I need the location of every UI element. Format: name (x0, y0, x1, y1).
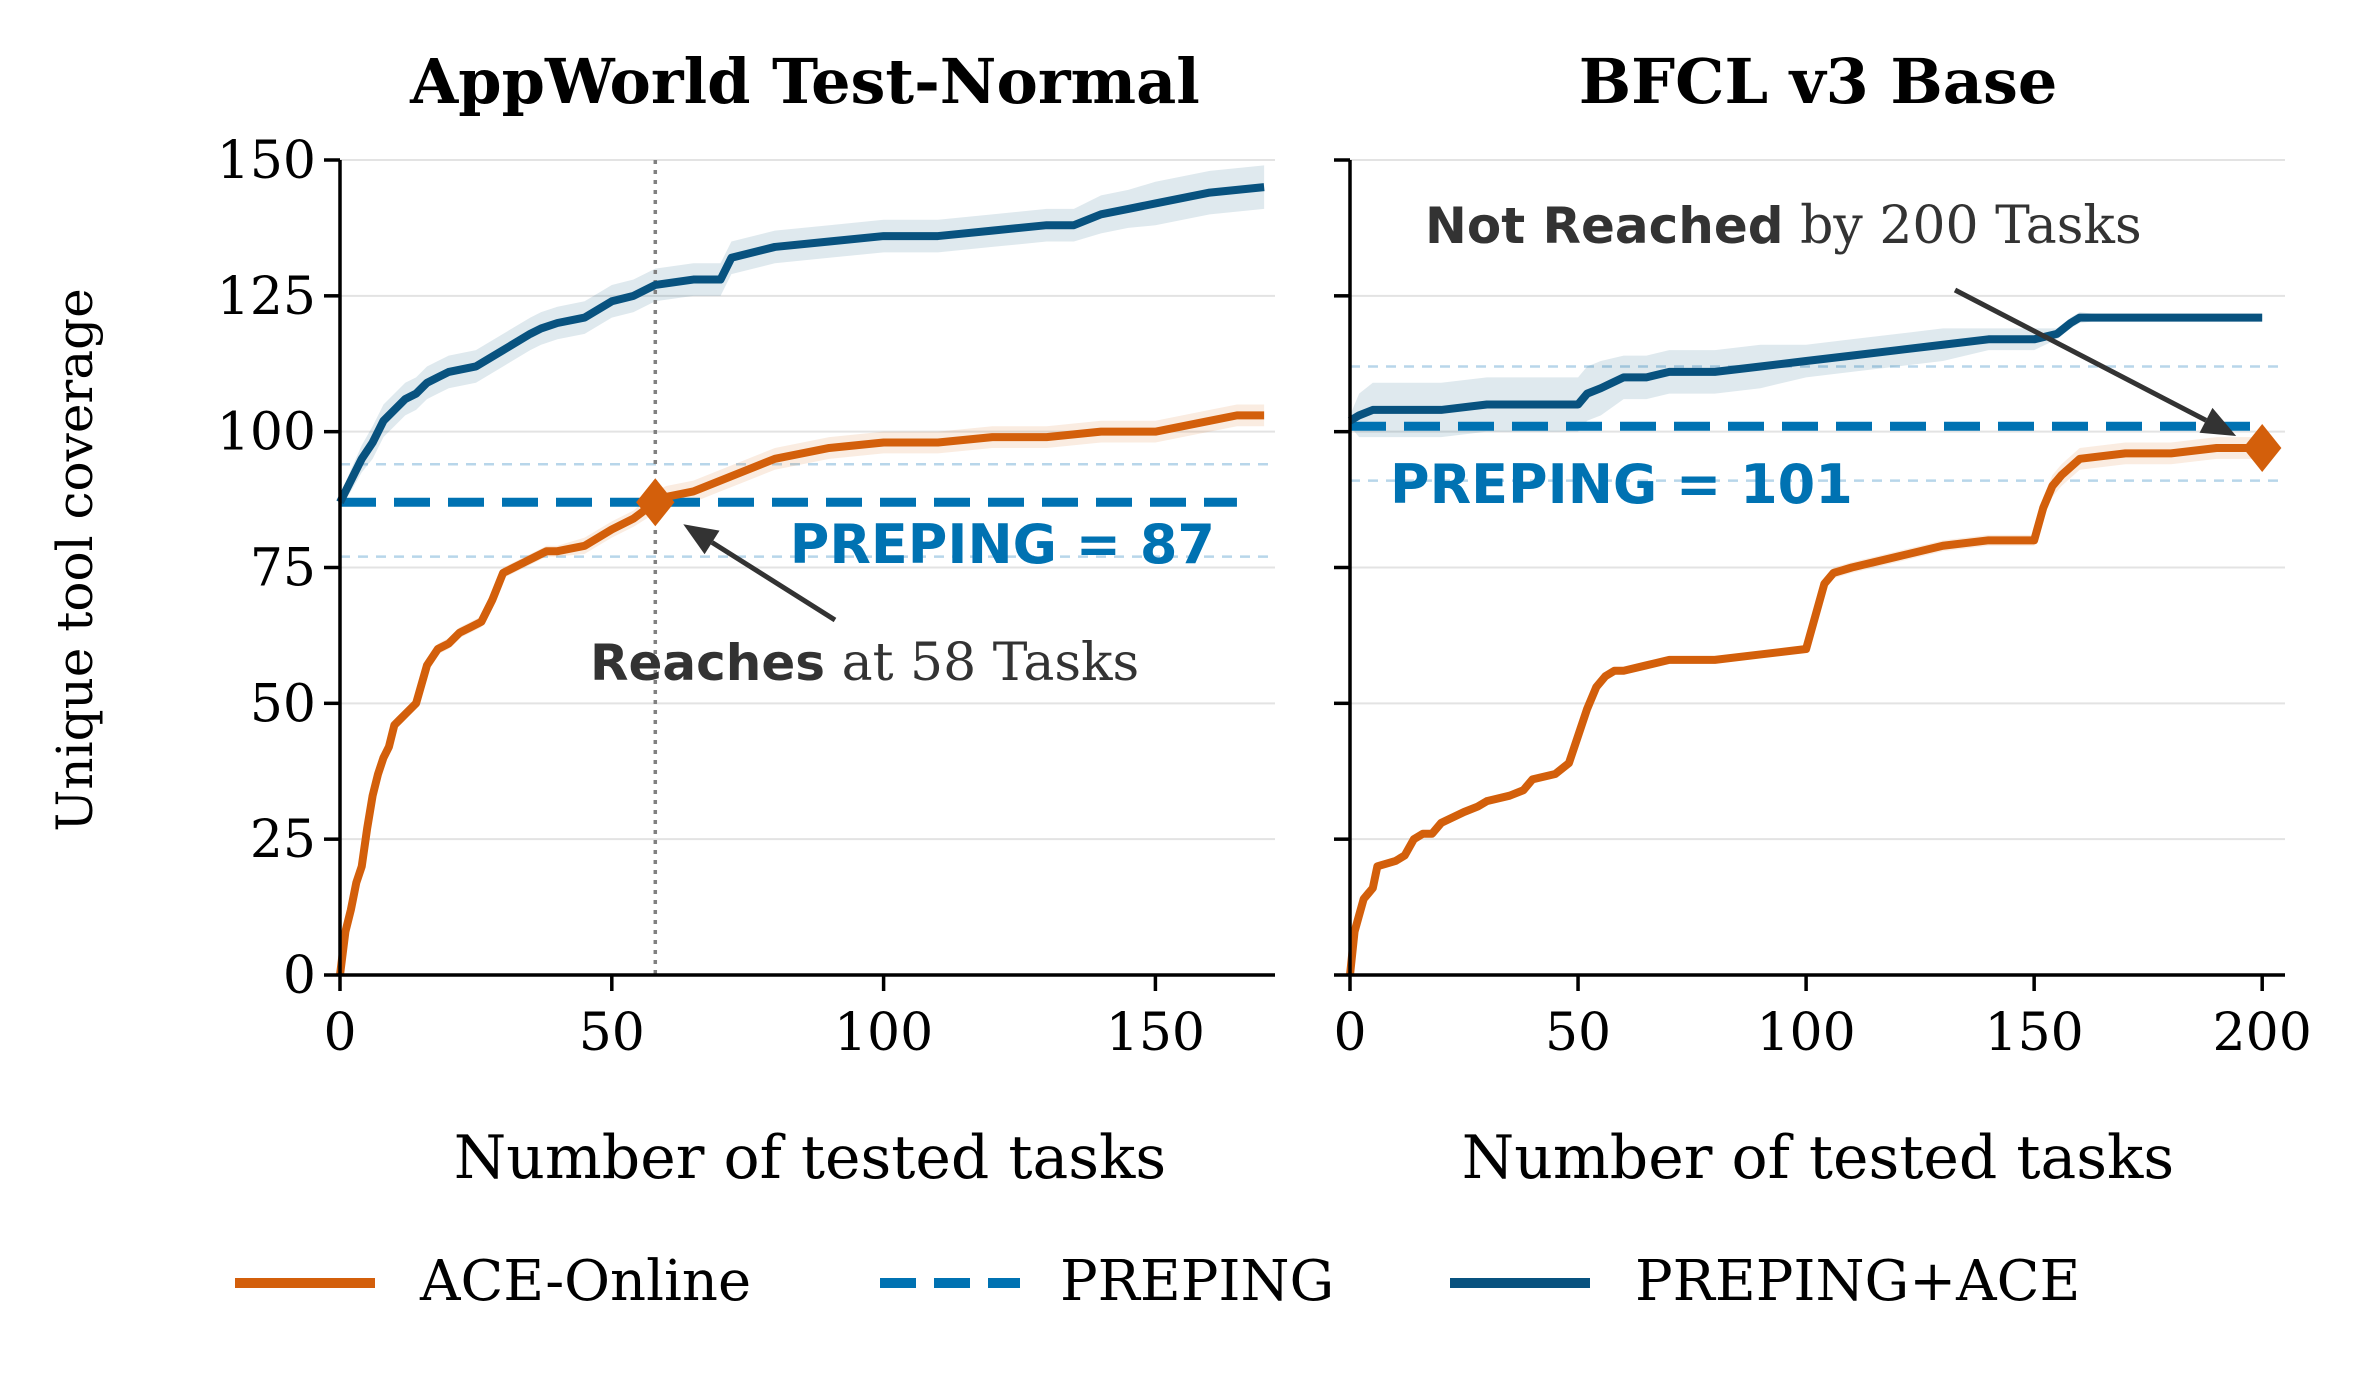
legend-label: ACE-Online (419, 1249, 751, 1314)
y-tick-label: 25 (250, 810, 316, 870)
annotation-text: Reaches at 58 Tasks (590, 633, 1139, 693)
chart-title: AppWorld Test-Normal (409, 45, 1200, 118)
x-axis-label: Number of tested tasks (1462, 1123, 2174, 1193)
y-tick-label: 150 (217, 131, 316, 191)
preping-value-label: PREPING = 101 (1390, 453, 1853, 516)
annotation-arrowhead (2199, 407, 2237, 436)
x-tick-label: 100 (1756, 1003, 1855, 1063)
y-tick-label: 75 (250, 539, 316, 599)
x-tick-label: 50 (1545, 1003, 1611, 1063)
chart-panel-bfcl: BFCL v3 Base Number of tested tasks 0 50 1… (1333, 45, 2311, 1193)
chart-panel-appworld: AppWorld Test-Normal Number of tested ta… (217, 45, 1275, 1193)
preping-value-label: PREPING = 87 (790, 513, 1215, 576)
annotation-arrowhead (683, 524, 720, 555)
y-tick-label: 125 (217, 267, 316, 327)
annotation-rest: at 58 Tasks (825, 633, 1139, 693)
legend-label: PREPING (1060, 1249, 1334, 1314)
series-preping-ace-line (336, 183, 1265, 505)
x-tick-label: 0 (323, 1003, 356, 1063)
x-axis-label: Number of tested tasks (454, 1123, 1166, 1193)
series-ace-online-line (1346, 443, 2263, 976)
x-tick-label: 150 (1985, 1003, 2084, 1063)
x-tick-label: 150 (1106, 1003, 1205, 1063)
x-tick-label: 50 (579, 1003, 645, 1063)
x-tick-label: 100 (834, 1003, 933, 1063)
legend-item-ace-online: ACE-Online (235, 1249, 751, 1314)
legend-item-preping: PREPING (880, 1249, 1334, 1314)
chart-title: BFCL v3 Base (1579, 45, 2058, 118)
x-tick-label: 200 (2213, 1003, 2312, 1063)
annotation-bold: Not Reached (1425, 197, 1784, 255)
marker-diamond (2242, 423, 2282, 472)
y-tick-label: 100 (217, 403, 316, 463)
series-preping-ace-line (1347, 313, 2263, 425)
y-tick-label: 0 (283, 946, 316, 1006)
legend: ACE-Online PREPING PREPING+ACE (235, 1249, 2080, 1314)
annotation-rest: by 200 Tasks (1784, 196, 2142, 256)
annotation-arrow (710, 540, 837, 623)
annotation-arrow (1953, 287, 2208, 423)
series-ace-online-line (336, 411, 1265, 976)
y-tick-label: 50 (250, 674, 316, 734)
legend-label: PREPING+ACE (1635, 1249, 2080, 1314)
y-axis-label: Unique tool coverage (46, 288, 104, 831)
legend-item-preping-ace: PREPING+ACE (1450, 1249, 2080, 1314)
annotation-text: Not Reached by 200 Tasks (1425, 196, 2142, 256)
x-tick-label: 0 (1333, 1003, 1366, 1063)
annotation-bold: Reaches (590, 634, 825, 692)
marker-diamond (636, 478, 675, 527)
